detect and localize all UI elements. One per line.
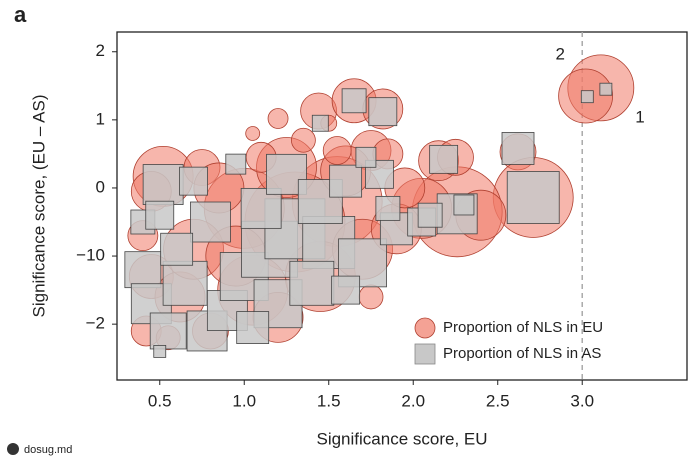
square-marker	[289, 260, 335, 306]
square-marker	[179, 166, 208, 196]
plot-area	[124, 54, 635, 358]
legend-marker	[414, 343, 436, 365]
square-marker	[236, 311, 270, 344]
square-marker	[501, 132, 535, 165]
watermark-icon	[7, 443, 19, 455]
y-tick-label: 0	[96, 177, 105, 196]
square-marker	[341, 88, 367, 114]
square-marker	[599, 82, 613, 96]
square-marker	[225, 153, 247, 175]
y-axis-label: Significance score, (EU – AS)	[29, 95, 48, 318]
square-marker	[162, 260, 208, 306]
x-axis-label: Significance score, EU	[316, 429, 487, 448]
square-marker	[149, 312, 187, 350]
y-tick-label: 1	[96, 109, 105, 128]
y-tick-label: −2	[86, 314, 105, 333]
square-marker	[580, 90, 594, 104]
square-marker	[453, 194, 475, 216]
square-marker	[145, 200, 175, 230]
annotation: 2	[555, 44, 564, 63]
panel-label: a	[14, 2, 27, 27]
y-tick-label: −10	[76, 246, 105, 265]
legend-marker	[414, 317, 436, 339]
square-marker	[429, 144, 459, 174]
bubble	[245, 126, 261, 141]
square-marker	[331, 275, 361, 305]
square-marker	[355, 146, 377, 168]
annotation: 1	[635, 107, 644, 126]
square-marker	[329, 164, 363, 198]
y-tick-label: 2	[96, 41, 105, 60]
x-tick-label: 3.0	[570, 391, 594, 410]
bubble	[290, 127, 316, 153]
square-marker	[190, 201, 231, 243]
square-marker	[142, 164, 184, 205]
bubble	[358, 284, 384, 310]
square-marker	[160, 232, 194, 266]
square-marker	[311, 114, 329, 132]
square-marker	[368, 97, 398, 127]
x-tick-label: 2.5	[486, 391, 510, 410]
square-marker	[417, 202, 443, 228]
square-marker	[124, 251, 162, 289]
square-marker	[375, 195, 401, 221]
bubble	[322, 136, 352, 165]
x-tick-label: 2.0	[401, 391, 425, 410]
square-marker	[506, 171, 560, 224]
square-marker	[153, 344, 167, 358]
plot-frame	[116, 31, 688, 381]
x-tick-label: 1.0	[232, 391, 256, 410]
bubble	[267, 108, 289, 129]
x-tick-label: 1.5	[317, 391, 341, 410]
watermark: dosug.md	[24, 444, 72, 456]
legend-label: Proportion of NLS in EU	[443, 319, 603, 336]
legend-label: Proportion of NLS in AS	[443, 345, 601, 362]
x-tick-label: 0.5	[148, 391, 172, 410]
square-marker	[240, 187, 282, 229]
